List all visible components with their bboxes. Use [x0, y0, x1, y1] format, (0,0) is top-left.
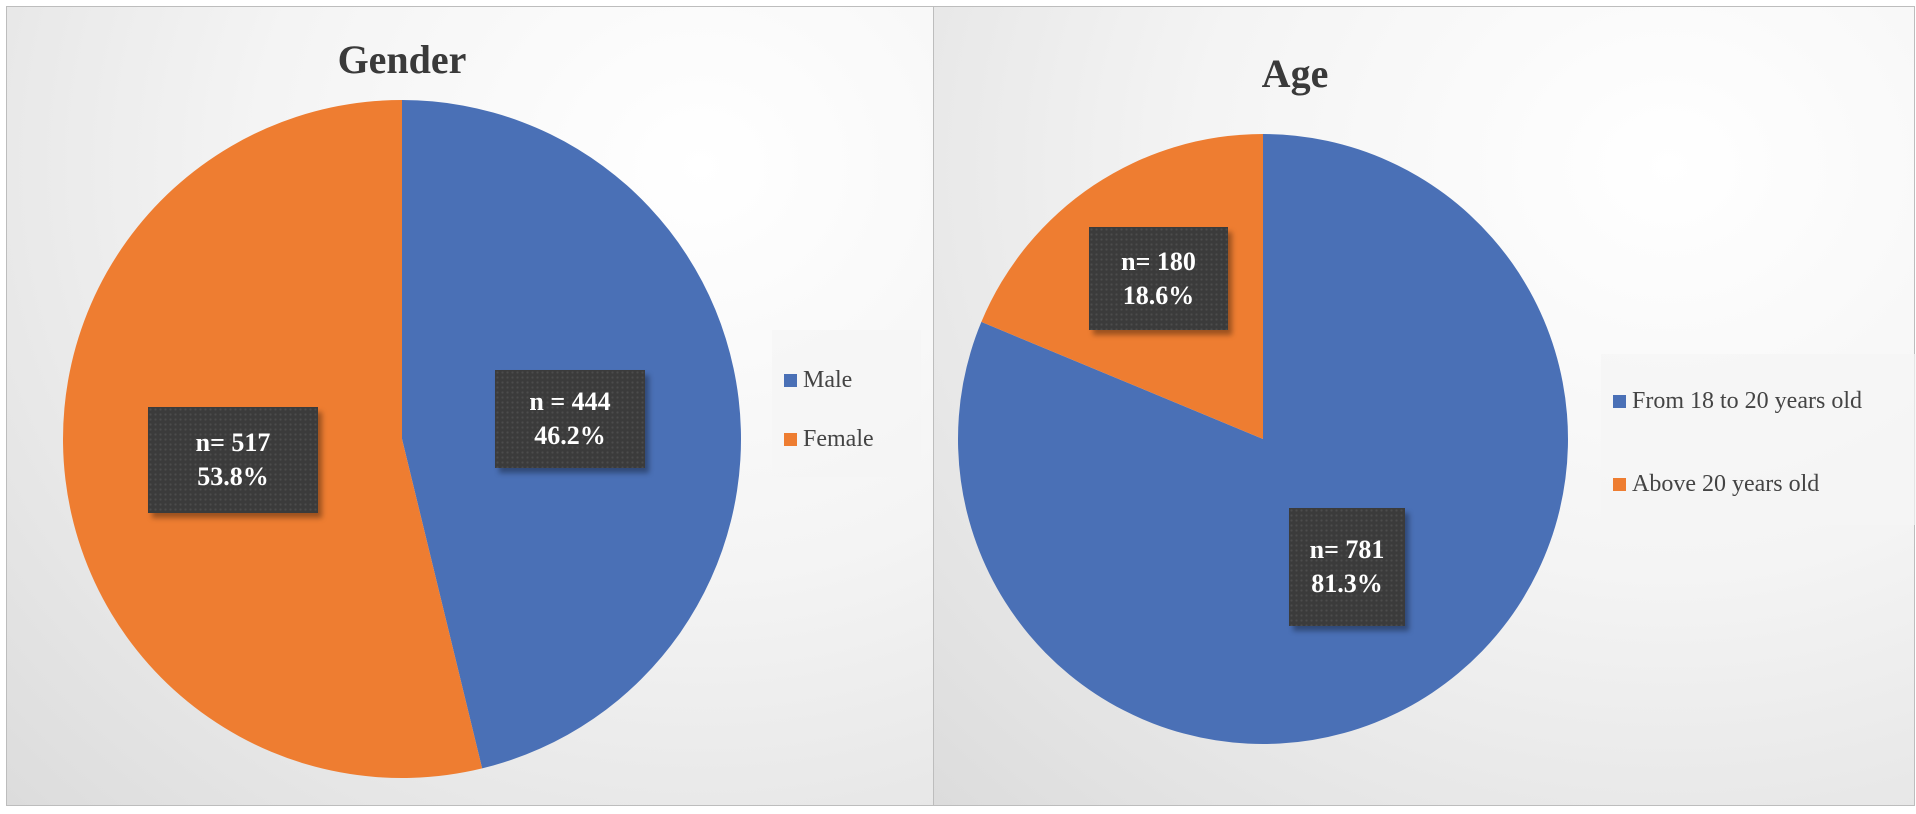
- gender-legend: Male Female: [772, 330, 921, 477]
- data-label-above-20: n= 180 18.6%: [1089, 227, 1228, 330]
- legend-label: Female: [803, 426, 874, 452]
- legend-item-18-20: From 18 to 20 years old: [1613, 388, 1862, 415]
- age-title: Age: [1261, 51, 1329, 96]
- label-percent: 18.6%: [1122, 280, 1195, 310]
- label-count: n = 444: [529, 387, 611, 416]
- data-label-male: n = 444 46.2%: [495, 370, 645, 468]
- legend-swatch: [1613, 395, 1626, 408]
- data-label-18-20: n= 781 81.3%: [1289, 508, 1405, 626]
- pie-slice-from-18-to-20-years-old: [958, 134, 1568, 745]
- label-percent: 53.8%: [197, 462, 269, 491]
- gender-title: Gender: [337, 37, 467, 82]
- label-count: n= 781: [1309, 535, 1385, 564]
- label-count: n= 180: [1121, 246, 1196, 276]
- legend-item-male: Male: [784, 367, 852, 394]
- label-percent: 81.3%: [1311, 569, 1383, 598]
- age-legend: From 18 to 20 years old Above 20 years o…: [1601, 354, 1916, 525]
- legend-label: Above 20 years old: [1632, 471, 1820, 497]
- legend-label: From 18 to 20 years old: [1632, 388, 1862, 414]
- legend-swatch: [784, 374, 797, 387]
- label-percent: 46.2%: [534, 421, 606, 450]
- data-label-female: n= 517 53.8%: [148, 407, 318, 513]
- label-count: n= 517: [195, 428, 271, 457]
- legend-item-female: Female: [784, 426, 874, 453]
- legend-swatch: [784, 433, 797, 446]
- legend-swatch: [1613, 478, 1626, 491]
- legend-label: Male: [803, 367, 853, 393]
- legend-item-above-20: Above 20 years old: [1613, 471, 1819, 498]
